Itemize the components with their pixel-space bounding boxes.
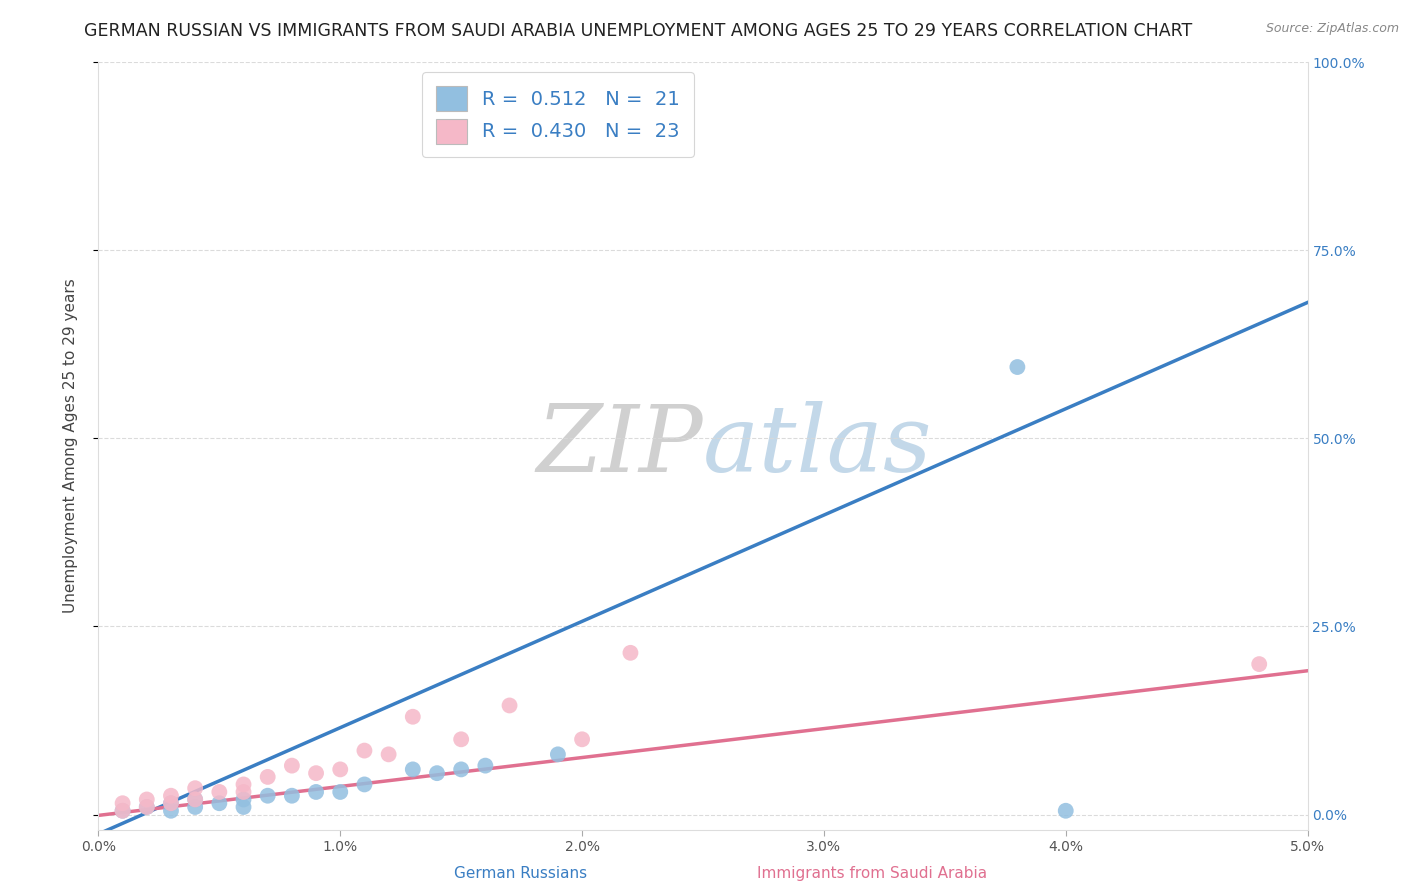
Point bbox=[474, 758, 496, 772]
Point bbox=[232, 777, 254, 791]
Point bbox=[450, 763, 472, 777]
Point bbox=[111, 796, 134, 810]
Point bbox=[1249, 657, 1271, 672]
Point bbox=[402, 763, 425, 777]
Point bbox=[184, 792, 207, 806]
Point bbox=[571, 732, 593, 747]
Point bbox=[208, 796, 231, 810]
Point bbox=[232, 792, 254, 806]
Point bbox=[547, 747, 569, 762]
Point bbox=[135, 800, 157, 814]
Point bbox=[256, 789, 278, 803]
Point bbox=[281, 758, 304, 772]
Point bbox=[329, 785, 352, 799]
Point bbox=[135, 792, 157, 806]
Point bbox=[160, 789, 183, 803]
Point bbox=[305, 766, 328, 780]
Text: atlas: atlas bbox=[703, 401, 932, 491]
Point bbox=[1007, 359, 1029, 374]
Point bbox=[353, 743, 375, 757]
Text: German Russians: German Russians bbox=[454, 866, 586, 881]
Point bbox=[208, 785, 231, 799]
Point bbox=[111, 804, 134, 818]
Point bbox=[184, 781, 207, 796]
Point bbox=[160, 796, 183, 810]
Point bbox=[281, 789, 304, 803]
Legend: R =  0.512   N =  21, R =  0.430   N =  23: R = 0.512 N = 21, R = 0.430 N = 23 bbox=[422, 72, 693, 157]
Point bbox=[135, 800, 157, 814]
Point bbox=[498, 698, 520, 713]
Point bbox=[184, 800, 207, 814]
Point bbox=[111, 804, 134, 818]
Point bbox=[619, 646, 641, 660]
Point bbox=[305, 785, 328, 799]
Y-axis label: Unemployment Among Ages 25 to 29 years: Unemployment Among Ages 25 to 29 years bbox=[63, 278, 77, 614]
Point bbox=[232, 800, 254, 814]
Text: GERMAN RUSSIAN VS IMMIGRANTS FROM SAUDI ARABIA UNEMPLOYMENT AMONG AGES 25 TO 29 : GERMAN RUSSIAN VS IMMIGRANTS FROM SAUDI … bbox=[84, 22, 1192, 40]
Text: Immigrants from Saudi Arabia: Immigrants from Saudi Arabia bbox=[756, 866, 987, 881]
Point bbox=[160, 796, 183, 810]
Point bbox=[232, 785, 254, 799]
Point bbox=[450, 732, 472, 747]
Point bbox=[160, 804, 183, 818]
Point bbox=[184, 792, 207, 806]
Point bbox=[1054, 804, 1077, 818]
Point bbox=[402, 710, 425, 724]
Point bbox=[426, 766, 449, 780]
Point bbox=[329, 763, 352, 777]
Point bbox=[377, 747, 399, 762]
Point bbox=[353, 777, 375, 791]
Text: Source: ZipAtlas.com: Source: ZipAtlas.com bbox=[1265, 22, 1399, 36]
Text: ZIP: ZIP bbox=[536, 401, 703, 491]
Point bbox=[256, 770, 278, 784]
